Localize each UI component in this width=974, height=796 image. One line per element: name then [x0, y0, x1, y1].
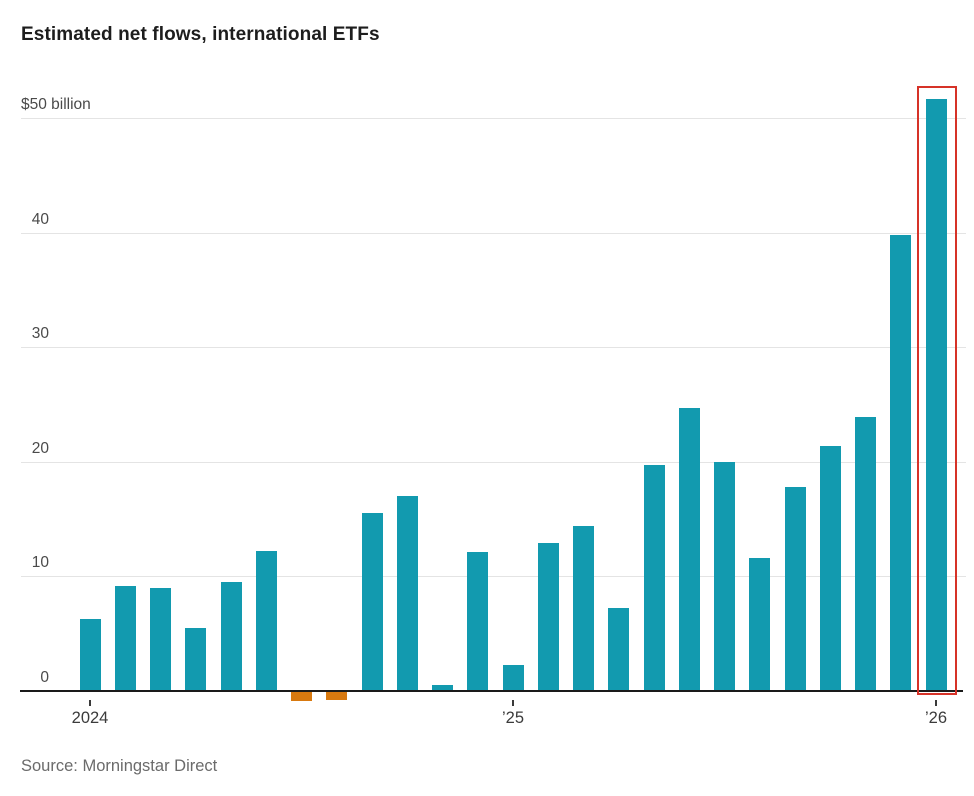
y-axis-label: $50 billion: [21, 96, 91, 113]
bar: [467, 552, 488, 691]
gridline-30: [21, 347, 966, 348]
bar: [397, 496, 418, 691]
bar: [785, 487, 806, 691]
chart-title: Estimated net flows, international ETFs: [21, 24, 380, 45]
x-axis-tick: [935, 700, 937, 706]
bar: [820, 446, 841, 691]
highlight-box: [917, 86, 957, 695]
bar: [291, 692, 312, 701]
bar: [714, 462, 735, 691]
x-axis-label: ’26: [924, 709, 948, 727]
bar: [150, 588, 171, 691]
bar: [256, 551, 277, 691]
y-axis-label: 0: [40, 669, 49, 686]
bar: [115, 586, 136, 691]
x-axis-tick: [512, 700, 514, 706]
y-axis-label: 10: [31, 554, 49, 571]
source-note: Source: Morningstar Direct: [21, 757, 218, 775]
y-axis-label: 20: [31, 440, 49, 457]
x-axis-label: ’25: [501, 709, 525, 727]
bar: [432, 685, 453, 691]
x-axis-tick: [89, 700, 91, 706]
bar: [749, 558, 770, 691]
bar: [185, 628, 206, 691]
bar: [855, 417, 876, 691]
gridline-10: [21, 576, 966, 577]
bar: [573, 526, 594, 691]
bar: [608, 608, 629, 691]
gridline-50: [21, 118, 966, 119]
y-axis-label: 40: [31, 211, 49, 228]
gridline-40: [21, 233, 966, 234]
bar: [644, 465, 665, 691]
bar: [679, 408, 700, 691]
x-axis-line: [20, 690, 963, 692]
bar: [80, 619, 101, 691]
bar: [362, 513, 383, 691]
bar: [326, 692, 347, 700]
bar: [503, 665, 524, 691]
x-axis-label: 2024: [71, 709, 109, 727]
bar: [890, 235, 911, 691]
y-axis-label: 30: [31, 325, 49, 342]
bar: [538, 543, 559, 691]
gridline-20: [21, 462, 966, 463]
bar: [926, 99, 947, 691]
bar: [221, 582, 242, 691]
